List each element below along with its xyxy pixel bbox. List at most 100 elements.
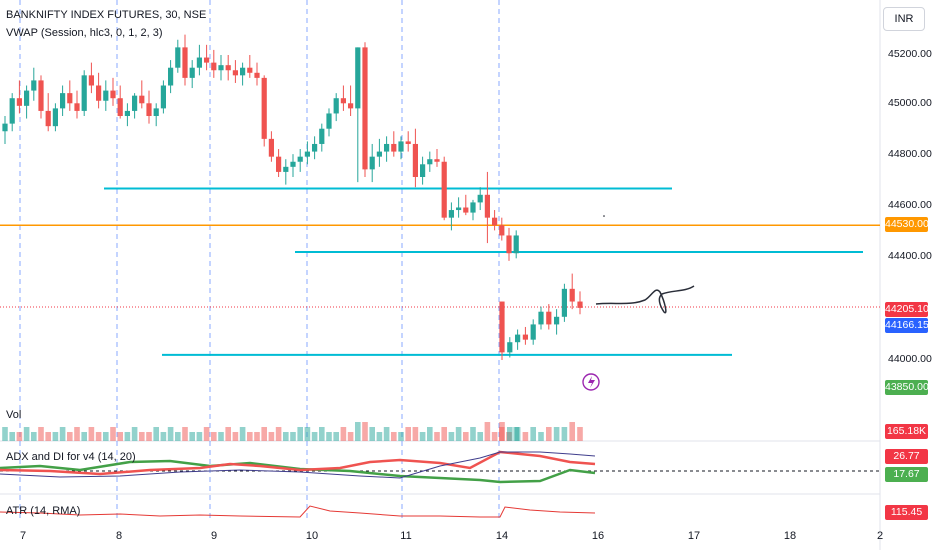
candle-body (355, 47, 361, 109)
chart-dot (603, 215, 605, 217)
candle-body (254, 72, 260, 78)
lightning-icon (588, 376, 595, 388)
candle-body (405, 141, 411, 144)
atr-line (0, 505, 596, 518)
candle-body (506, 235, 512, 254)
adx-line (0, 451, 596, 479)
candle-body (290, 161, 296, 167)
volume-bar (74, 427, 80, 441)
candle-body (146, 103, 152, 116)
volume-bar (405, 427, 411, 441)
volume-bar (254, 432, 260, 441)
volume-bar (340, 427, 347, 441)
adx-pane-label[interactable]: ADX and DI for v4 (14, 20) (6, 451, 136, 463)
candle-body (261, 77, 267, 139)
candle-body (376, 151, 382, 157)
candle-body (554, 316, 560, 325)
volume-bar (577, 427, 583, 441)
candle-body (283, 166, 289, 172)
price-tick: 44800.00 (888, 148, 932, 160)
volume-bar (139, 432, 145, 441)
symbol-title[interactable]: BANKNIFTY INDEX FUTURES, 30, NSE (6, 9, 207, 21)
volume-bar (232, 432, 239, 441)
candle-body (546, 311, 552, 325)
volume-bar (553, 427, 560, 441)
candle-body (31, 80, 37, 91)
volume-bar (569, 422, 575, 441)
candle-body (160, 85, 166, 109)
atr-pane-label[interactable]: ATR (14, RMA) (6, 505, 81, 517)
candle-body (225, 65, 231, 71)
volume-pane-label[interactable]: Vol (6, 409, 22, 421)
volume-bar (38, 427, 44, 441)
volume-bar (103, 432, 109, 441)
candle-body (103, 90, 109, 101)
candle-body (196, 57, 202, 68)
volume-bar (304, 427, 311, 441)
candle-body (182, 47, 188, 78)
volume-bar (239, 427, 246, 441)
candle-body (312, 143, 318, 152)
volume-bar (88, 427, 95, 441)
volume-bar (319, 427, 325, 441)
candle-body (348, 103, 354, 109)
volume-bar (522, 432, 529, 441)
volume-bar (546, 427, 552, 441)
volume-bar (311, 432, 318, 441)
volume-bar (9, 432, 15, 441)
candle-body (24, 90, 30, 106)
candle-body (484, 194, 490, 218)
time-tick: 14 (495, 530, 509, 542)
candle-body (2, 123, 8, 132)
candle-body (470, 202, 476, 213)
candle-body (52, 108, 58, 127)
vwap-indicator-label[interactable]: VWAP (Session, hlc3, 0, 1, 2, 3) (6, 27, 163, 39)
volume-bar (175, 432, 181, 441)
volume-bar (95, 432, 102, 441)
price-tick: 44600.00 (888, 199, 932, 211)
candle-body (448, 210, 454, 218)
candle-body (297, 156, 303, 162)
candle-body (319, 128, 325, 144)
volume-bar (189, 432, 195, 441)
candle-body (175, 47, 181, 68)
volume-bar (391, 432, 397, 441)
candle-body (369, 156, 375, 170)
volume-bar (355, 422, 361, 441)
volume-bar (362, 422, 368, 441)
currency-button[interactable]: INR (883, 7, 925, 31)
candle-body (218, 65, 224, 71)
time-tick: 8 (115, 530, 123, 542)
candle-body (561, 288, 567, 317)
volume-bar (225, 427, 231, 441)
candle-body (463, 207, 469, 213)
volume-bar (514, 427, 521, 441)
candle-body (499, 301, 505, 353)
candle-body (211, 62, 217, 71)
volume-bar (59, 427, 66, 441)
candle-body (569, 288, 575, 302)
projection-drawing (595, 285, 695, 314)
volume-bar (484, 422, 491, 441)
candle-body (513, 235, 519, 254)
candle-body (507, 342, 513, 353)
time-tick: 18 (783, 530, 797, 542)
event-icon (582, 373, 600, 391)
volume-bar (455, 427, 462, 441)
volume-bar (427, 427, 433, 441)
volume-bar (470, 427, 476, 441)
candle-body (9, 98, 15, 124)
candle-body (477, 194, 483, 203)
volume-bar (167, 427, 174, 441)
volume-bar (247, 432, 253, 441)
candle-body (391, 143, 397, 152)
volume-bar (153, 427, 159, 441)
volume-bar (203, 427, 210, 441)
time-tick: 2 (876, 530, 884, 542)
volume-bar (124, 432, 131, 441)
price-tick: 45200.00 (888, 48, 932, 60)
adx-plus-di-line (0, 450, 596, 476)
candle-body (362, 47, 368, 170)
